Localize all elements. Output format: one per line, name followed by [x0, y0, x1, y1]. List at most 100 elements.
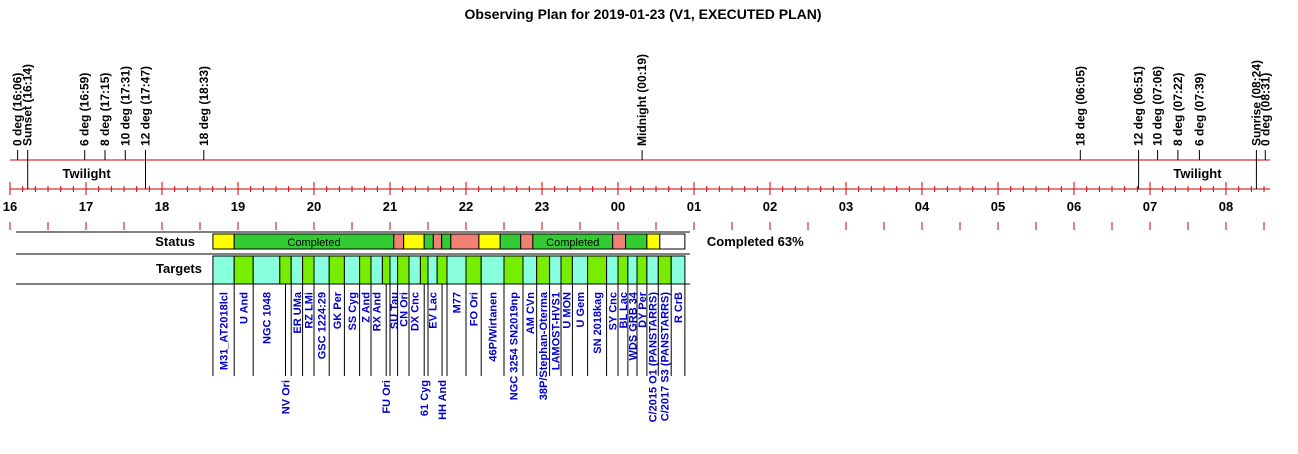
target-block: [522, 255, 538, 285]
status-segment: [646, 233, 661, 250]
target-block: [233, 255, 254, 285]
target-block: [436, 255, 448, 285]
event-label: 18 deg (06:05): [1073, 66, 1087, 146]
target-block: [290, 255, 304, 285]
target-name: C/2017 S3 (PANSTARRS): [660, 292, 672, 422]
target-name: C/2015 O1 (PANSTARRS): [648, 292, 660, 423]
target-block: [587, 255, 608, 285]
target-block: [389, 255, 399, 285]
target-block: [279, 255, 292, 285]
target-block: [617, 255, 629, 285]
target-block: [313, 255, 330, 285]
target-name: DX Cnc: [410, 292, 422, 331]
hour-tick-label: 08: [1219, 199, 1233, 214]
status-segment: [432, 233, 443, 250]
twilight-label: Twilight: [1173, 166, 1222, 181]
hour-tick-label: 00: [611, 199, 625, 214]
hour-tick-label: 04: [915, 199, 930, 214]
target-block: [427, 255, 438, 285]
target-name: RZ LMi: [303, 292, 315, 329]
target-block: [252, 255, 281, 285]
event-label: Sunrise (08:24): [1249, 60, 1263, 146]
status-segment: [659, 233, 686, 250]
event-label: 12 deg (17:47): [139, 66, 153, 146]
target-block: [212, 255, 235, 285]
event-label: 0 deg (08:31): [1258, 73, 1272, 146]
target-block: [370, 255, 383, 285]
target-name: FO Ori: [469, 292, 481, 326]
status-segment: [478, 233, 501, 250]
hour-tick-label: 18: [155, 199, 169, 214]
target-name: Z And: [360, 292, 372, 323]
target-name: SS Cyg: [347, 292, 359, 331]
target-block: [446, 255, 467, 285]
hour-tick-label: 16: [3, 199, 17, 214]
target-name: M31_AT2018lcl: [219, 292, 231, 370]
targets-row-label: Targets: [156, 261, 202, 276]
event-label: Sunset (16:14): [21, 64, 35, 146]
target-name: GK Per: [332, 291, 344, 329]
status-segment: [520, 233, 534, 250]
target-name: U And: [239, 292, 251, 324]
event-label: 10 deg (17:31): [118, 66, 132, 146]
target-name: FU Ori: [381, 380, 393, 414]
event-label: 10 deg (07:06): [1151, 66, 1165, 146]
hour-tick-label: 19: [231, 199, 245, 214]
target-name: ER UMa: [292, 291, 304, 333]
status-row-label: Status: [155, 234, 195, 249]
event-label: 8 deg (07:22): [1171, 73, 1185, 146]
target-name: AM CVn: [525, 292, 537, 334]
hour-tick-label: 05: [991, 199, 1005, 214]
event-label: 8 deg (17:15): [98, 73, 112, 146]
hour-tick-label: 21: [383, 199, 397, 214]
hour-tick-label: 07: [1143, 199, 1157, 214]
status-segment-label: Completed: [546, 237, 599, 249]
hour-tick-label: 22: [459, 199, 473, 214]
target-name: NV Ori: [281, 380, 293, 414]
target-name: 46P/Wirtanen: [488, 292, 500, 362]
target-name: 61 Cyg: [419, 380, 431, 416]
target-name: SN 2018kag: [592, 292, 604, 354]
hour-tick-label: 20: [307, 199, 321, 214]
chart-plot-area: Twilight Twilight 0 deg (16:06)Sunset (16:…: [3, 54, 1273, 422]
target-block: [408, 255, 421, 285]
twilight-label: Twilight: [63, 166, 112, 181]
target-name: U Gem: [575, 292, 587, 328]
status-segment: [441, 233, 452, 250]
target-block: [657, 255, 672, 285]
target-block: [636, 255, 648, 285]
status-segment: [612, 233, 627, 250]
target-block: [302, 255, 315, 285]
status-segment: [499, 233, 522, 250]
target-block: [359, 255, 372, 285]
target-block: [670, 255, 686, 285]
target-name: DY Per: [637, 291, 649, 328]
hour-tick-label: 23: [535, 199, 549, 214]
target-block: [419, 255, 429, 285]
target-name: NGC 1048: [262, 292, 274, 344]
target-block: [397, 255, 410, 285]
target-name: WDS GRB 34: [627, 291, 639, 360]
target-block: [536, 255, 551, 285]
target-name: U MON: [562, 292, 574, 329]
target-name: M77: [452, 292, 464, 313]
target-block: [480, 255, 505, 285]
target-block: [560, 255, 573, 285]
target-block: [646, 255, 659, 285]
target-block: [606, 255, 619, 285]
target-block: [571, 255, 589, 285]
target-name: R CrB: [673, 292, 685, 323]
target-block: [627, 255, 638, 285]
event-label: 6 deg (16:59): [78, 73, 92, 146]
event-label: 0 deg (16:06): [11, 73, 25, 146]
status-segment: [625, 233, 648, 250]
target-name: SY Cnc: [607, 292, 619, 330]
target-name: BL Lac: [618, 292, 630, 328]
status-segment: [403, 233, 425, 250]
target-block: [549, 255, 562, 285]
event-label: 6 deg (07:39): [1192, 73, 1206, 146]
status-segment: [450, 233, 480, 250]
target-name: EV Lac: [428, 292, 440, 329]
target-block: [343, 255, 361, 285]
